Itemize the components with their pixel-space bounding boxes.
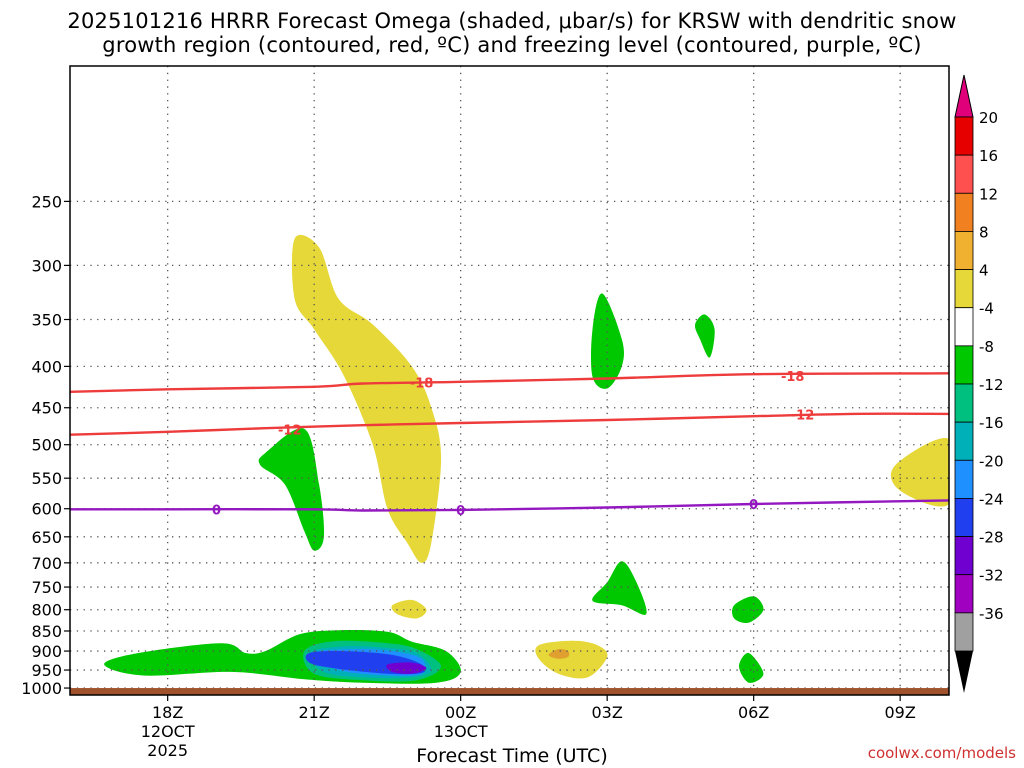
contour-label-0-1: -18 bbox=[781, 370, 805, 385]
omega-region-1 bbox=[258, 428, 325, 551]
plot-frame bbox=[69, 65, 950, 696]
contour-label-1-0: -12 bbox=[278, 424, 302, 439]
colorbar-band--20 bbox=[954, 459, 974, 499]
colorbar-label--8: -8 bbox=[979, 338, 994, 356]
y-tick-label-400: 400 bbox=[31, 357, 62, 376]
colorbar-band--8 bbox=[954, 345, 974, 385]
colorbar-label--16: -16 bbox=[979, 414, 1004, 432]
colorbar-band--24 bbox=[954, 498, 974, 537]
omega-region-5 bbox=[592, 561, 647, 615]
colorbar-bottom-arrow bbox=[955, 651, 973, 693]
omega-region-6 bbox=[391, 599, 427, 619]
omega-region-0 bbox=[291, 234, 442, 563]
x-tick-label-06Z: 06Z bbox=[738, 703, 769, 722]
contour-line-1 bbox=[70, 412, 949, 436]
credit-text: coolwx.com/models bbox=[867, 744, 1016, 762]
colorbar-band-8 bbox=[954, 231, 974, 270]
x-tick-label-21Z: 21Z bbox=[299, 703, 330, 722]
y-tick-label-900: 900 bbox=[31, 642, 62, 661]
colorbar-band--16 bbox=[954, 421, 974, 461]
contour-line-0 bbox=[70, 372, 949, 393]
contour-label-2-1: 0 bbox=[456, 504, 465, 519]
omega-region-9 bbox=[535, 640, 608, 679]
omega-region-8 bbox=[739, 652, 764, 683]
y-tick-label-600: 600 bbox=[31, 500, 62, 519]
y-tick-label-650: 650 bbox=[31, 528, 62, 547]
colorbar-band--28 bbox=[954, 536, 974, 576]
y-tick-label-350: 350 bbox=[31, 311, 62, 330]
x-tick-label-03Z: 03Z bbox=[592, 703, 623, 722]
colorbar-band-12 bbox=[954, 192, 974, 232]
x-tick-label-09Z: 09Z bbox=[885, 703, 916, 722]
x-tick-label-00Z: 00Z bbox=[445, 703, 476, 722]
plot-area: -18 -18 -12 -12 0 0 0 bbox=[70, 66, 949, 695]
colorbar-label-16: 16 bbox=[979, 147, 998, 165]
omega-region-3 bbox=[694, 314, 715, 358]
contour-label-0-0: -18 bbox=[410, 377, 434, 392]
y-tick-label-700: 700 bbox=[31, 554, 62, 573]
omega-region-7 bbox=[731, 596, 764, 624]
y-tick-label-300: 300 bbox=[31, 256, 62, 275]
contour-label-2-0: 0 bbox=[212, 503, 221, 518]
colorbar-label-4: 4 bbox=[979, 262, 989, 280]
colorbar-label-12: 12 bbox=[979, 185, 998, 203]
contour-label-1-1: -12 bbox=[791, 409, 815, 424]
y-tick-label-250: 250 bbox=[31, 192, 62, 211]
y-tick-label-550: 550 bbox=[31, 469, 62, 488]
colorbar-label--20: -20 bbox=[979, 452, 1004, 470]
colorbar-label--24: -24 bbox=[979, 490, 1004, 508]
y-tick-label-1000: 1000 bbox=[21, 679, 62, 698]
colorbar-label--32: -32 bbox=[979, 567, 1004, 585]
colorbar-top-arrow bbox=[954, 74, 974, 118]
colorbar-label--12: -12 bbox=[979, 376, 1004, 394]
colorbar-band--32 bbox=[954, 574, 974, 614]
colorbar-label--28: -28 bbox=[979, 529, 1004, 547]
y-tick-label-800: 800 bbox=[31, 601, 62, 620]
y-tick-label-750: 750 bbox=[31, 578, 62, 597]
colorbar-band--4 bbox=[954, 307, 974, 347]
omega-region-4 bbox=[890, 438, 949, 507]
contour-line-2 bbox=[70, 499, 949, 512]
y-tick-label-500: 500 bbox=[31, 436, 62, 455]
terrain-band bbox=[70, 688, 949, 695]
x-tick-year-18Z: 2025 bbox=[147, 741, 188, 760]
contour-label-2-2: 0 bbox=[749, 498, 758, 513]
omega-region-2 bbox=[590, 293, 624, 389]
chart-title-line1: 2025101216 HRRR Forecast Omega (shaded, … bbox=[67, 9, 957, 33]
colorbar-band--36 bbox=[954, 612, 974, 652]
y-tick-label-450: 450 bbox=[31, 399, 62, 418]
y-tick-label-850: 850 bbox=[31, 622, 62, 641]
colorbar-band-20 bbox=[954, 116, 974, 156]
y-tick-label-950: 950 bbox=[31, 661, 62, 680]
x-tick-date-00Z: 13OCT bbox=[434, 722, 488, 741]
colorbar-band-4 bbox=[954, 269, 974, 309]
chart-title-line2: growth region (contoured, red, ºC) and f… bbox=[102, 33, 922, 57]
colorbar-label--4: -4 bbox=[979, 300, 994, 318]
x-axis-label: Forecast Time (UTC) bbox=[416, 745, 608, 767]
colorbar-label--36: -36 bbox=[979, 605, 1004, 623]
x-tick-label-18Z: 18Z bbox=[152, 703, 183, 722]
colorbar-label-8: 8 bbox=[979, 223, 989, 241]
colorbar-band--12 bbox=[954, 383, 974, 423]
colorbar-label-20: 20 bbox=[979, 109, 998, 127]
omega-region-16 bbox=[386, 662, 427, 674]
x-tick-date-18Z: 12OCT bbox=[141, 722, 195, 741]
colorbar-band-16 bbox=[954, 154, 974, 194]
